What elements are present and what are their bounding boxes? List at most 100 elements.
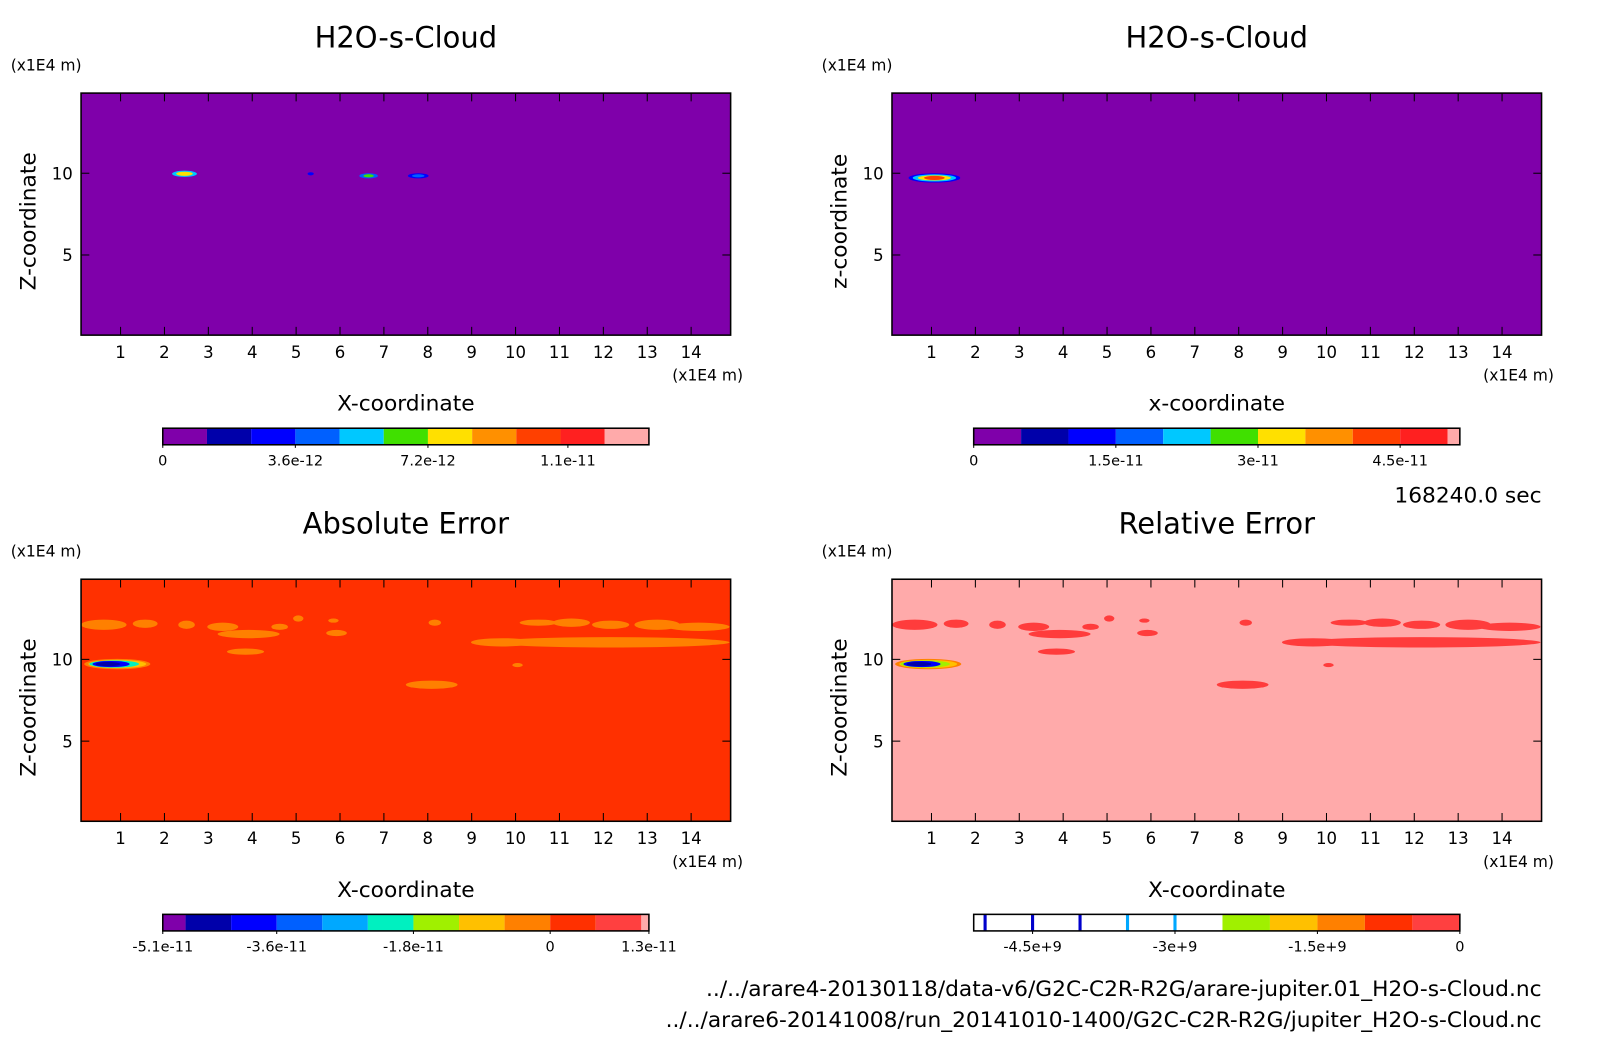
- contour-patch: [1323, 663, 1334, 668]
- x-tick-label: 11: [549, 829, 570, 848]
- x-tick-label: 12: [593, 829, 614, 848]
- y-axis-label: Z-coordinate: [17, 152, 42, 290]
- colorbar-segment: [276, 914, 323, 931]
- colorbar-segment: [251, 428, 296, 445]
- contour-patch: [217, 629, 280, 639]
- x-tick-label: 1: [926, 343, 937, 362]
- colorbar-segment: [1222, 914, 1270, 931]
- contour-patch: [1028, 629, 1091, 639]
- contour-patch: [328, 618, 339, 623]
- y-axis-label: z-coordinate: [827, 154, 852, 289]
- colorbar-tick-label: -3.6e-11: [246, 940, 307, 956]
- contour-patch: [1104, 615, 1115, 622]
- y-axis-label: Z-coordinate: [17, 638, 42, 776]
- y-unit: (x1E4 m): [822, 542, 893, 560]
- colorbar-segment: [504, 914, 551, 931]
- contour-patch: [363, 174, 374, 178]
- x-tick-label: 7: [379, 343, 390, 362]
- colorbar-tick-label: -1.5e+9: [1288, 940, 1346, 956]
- x-tick-label: 12: [1404, 829, 1425, 848]
- colorbar-segment: [1163, 428, 1211, 445]
- plot-frame: [80, 92, 732, 336]
- chart-title: Absolute Error: [303, 507, 509, 541]
- x-tick-label: 8: [423, 343, 434, 362]
- colorbar-segment: [1115, 428, 1164, 445]
- y-axis-label: Z-coordinate: [827, 638, 852, 776]
- colorbar-segment: [1317, 914, 1365, 931]
- colorbar-segment: [472, 428, 517, 445]
- contour-patch: [81, 619, 127, 630]
- colorbar-tick-label: -3e+9: [1153, 940, 1198, 956]
- colorbar-segment: [1032, 914, 1081, 931]
- x-tick-label: 4: [1058, 343, 1069, 362]
- x-unit: (x1E4 m): [1483, 853, 1554, 871]
- colorbar-segment: [1447, 428, 1460, 445]
- y-tick-label: 5: [62, 732, 73, 751]
- x-tick-label: 13: [637, 829, 658, 848]
- colorbar-segment: [206, 428, 252, 445]
- colorbar-segment: [604, 428, 649, 445]
- colorbar-tick-label: 3.6e-12: [268, 453, 324, 469]
- contours: [81, 615, 730, 689]
- x-axis-label: x-coordinate: [1149, 392, 1286, 417]
- contour-patch: [95, 661, 121, 667]
- colorbar-segment: [1127, 914, 1175, 931]
- contour-patch: [491, 637, 730, 648]
- contour-patch: [293, 615, 304, 622]
- colorbar-segment: [1364, 914, 1413, 931]
- x-tick-label: 8: [1233, 343, 1244, 362]
- colorbar-segment: [1174, 914, 1223, 931]
- colorbar-tick-label: 0: [969, 453, 978, 469]
- colorbar-segment: [985, 914, 1033, 931]
- field: [891, 579, 1542, 822]
- x-tick-label: 12: [1404, 343, 1425, 362]
- colorbar-segment: [162, 914, 186, 931]
- colorbar-level-line: [1078, 914, 1082, 931]
- y-tick-label: 5: [873, 732, 884, 751]
- x-tick-label: 6: [1146, 829, 1157, 848]
- x-tick-label: 5: [291, 829, 302, 848]
- colorbar-segment: [560, 428, 605, 445]
- contour-patch: [271, 623, 288, 630]
- x-tick-label: 9: [1277, 829, 1288, 848]
- contour-patch: [906, 661, 932, 667]
- x-tick-label: 8: [1233, 829, 1244, 848]
- contours: [891, 615, 1541, 689]
- x-tick-label: 4: [247, 829, 258, 848]
- colorbar-segment: [641, 914, 649, 931]
- colorbar-level-line: [1031, 914, 1035, 931]
- x-tick-label: 3: [1014, 829, 1025, 848]
- colorbar-segment: [383, 428, 428, 445]
- colorbar-frame: [161, 913, 650, 932]
- colorbar-segment: [413, 914, 460, 931]
- contour-patch: [1478, 622, 1541, 631]
- x-tick-label: 14: [1492, 829, 1513, 848]
- y-tick-label: 10: [863, 164, 884, 183]
- colorbar-tick-label: -1.8e-11: [383, 940, 444, 956]
- colorbar-segment: [1257, 428, 1306, 445]
- contour-patch: [512, 663, 523, 668]
- contour-patch: [1239, 619, 1252, 626]
- colorbar-segment: [1305, 428, 1353, 445]
- contour-patch: [989, 620, 1006, 629]
- colorbar-tick-label: 1.3e-11: [621, 940, 677, 956]
- y-tick-label: 10: [863, 651, 884, 670]
- y-tick-label: 10: [52, 651, 73, 670]
- x-tick-label: 9: [466, 829, 477, 848]
- colorbar-frame: [161, 427, 650, 446]
- x-axis-label: X-coordinate: [1148, 878, 1285, 903]
- contour-patch: [592, 620, 630, 629]
- field: [81, 93, 731, 336]
- x-tick-label: 12: [593, 343, 614, 362]
- contour-patch: [667, 622, 730, 631]
- colorbar-tick-label: 1.5e-11: [1088, 453, 1144, 469]
- y-unit: (x1E4 m): [11, 56, 82, 74]
- x-tick-label: 6: [1146, 343, 1157, 362]
- colorbar-segment: [1021, 428, 1069, 445]
- contours: [172, 170, 429, 179]
- x-tick-label: 3: [203, 343, 214, 362]
- colorbar-segment: [339, 428, 384, 445]
- colorbar-segment: [973, 428, 1022, 445]
- contour-patch: [132, 619, 158, 628]
